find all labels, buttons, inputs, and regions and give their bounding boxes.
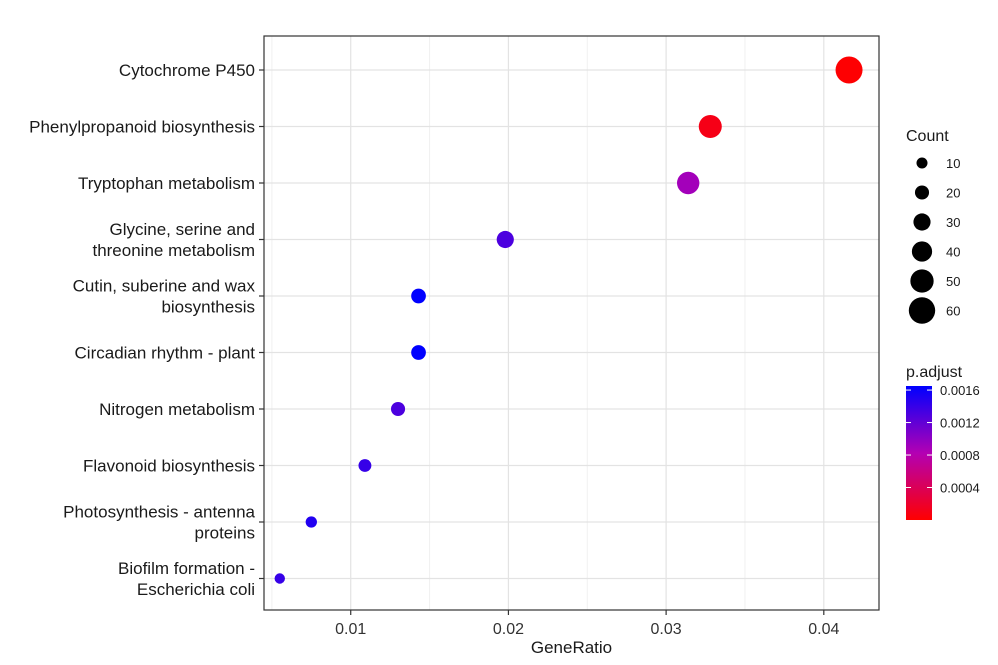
y-tick-label: threonine metabolism bbox=[92, 241, 255, 260]
data-point bbox=[358, 459, 372, 472]
y-tick-label: Flavonoid biosynthesis bbox=[83, 457, 255, 476]
size-legend-key bbox=[910, 269, 934, 293]
y-tick-label: Nitrogen metabolism bbox=[99, 400, 255, 419]
data-point bbox=[835, 56, 863, 84]
size-legend-key bbox=[914, 185, 930, 200]
y-tick-label: Glycine, serine and bbox=[109, 220, 255, 239]
color-legend-title: p.adjust bbox=[906, 364, 963, 381]
size-legend: 10 20 30 40 50 60 bbox=[908, 156, 960, 324]
size-legend-label: 20 bbox=[946, 186, 960, 201]
y-tick-label: Phenylpropanoid biosynthesis bbox=[29, 118, 255, 137]
color-legend-label: 0.0008 bbox=[940, 448, 980, 463]
data-point bbox=[390, 401, 406, 417]
data-point bbox=[274, 573, 285, 584]
size-legend-title: Count bbox=[906, 128, 949, 145]
panel-background bbox=[264, 36, 879, 610]
y-tick-label: Circadian rhythm - plant bbox=[75, 344, 256, 363]
y-tick-label: Tryptophan metabolism bbox=[78, 174, 255, 193]
size-legend-label: 50 bbox=[946, 274, 960, 289]
data-point bbox=[411, 288, 426, 304]
x-axis-title: GeneRatio bbox=[531, 638, 612, 657]
color-legend-bar bbox=[906, 386, 932, 520]
y-tick-label: Biofilm formation - bbox=[118, 559, 255, 578]
data-point bbox=[698, 114, 722, 139]
y-tick-label: Cutin, suberine and wax bbox=[73, 277, 256, 296]
y-tick-label: Photosynthesis - antenna bbox=[63, 503, 255, 522]
size-legend-label: 30 bbox=[946, 215, 960, 230]
size-legend-key bbox=[916, 157, 928, 169]
y-tick-label: biosynthesis bbox=[161, 298, 255, 317]
size-legend-label: 60 bbox=[946, 304, 960, 319]
x-tick-label: 0.04 bbox=[808, 621, 839, 638]
color-legend-ticks: 0.0016 0.0012 0.0008 0.0004 bbox=[906, 383, 980, 496]
y-tick-label: Cytochrome P450 bbox=[119, 61, 255, 80]
size-legend-label: 40 bbox=[946, 245, 960, 260]
y-axis: Cytochrome P450 Phenylpropanoid biosynthe… bbox=[29, 61, 264, 599]
size-legend-key bbox=[908, 297, 936, 324]
size-legend-key bbox=[913, 213, 931, 231]
data-point bbox=[676, 171, 700, 195]
data-point bbox=[496, 230, 514, 249]
x-tick-label: 0.03 bbox=[651, 621, 682, 638]
major-grid bbox=[264, 36, 879, 610]
data-point bbox=[411, 345, 426, 360]
x-tick-label: 0.01 bbox=[335, 621, 366, 638]
x-axis: 0.01 0.02 0.03 0.04 bbox=[335, 610, 839, 638]
color-legend-label: 0.0016 bbox=[940, 383, 980, 398]
y-tick-label: Escherichia coli bbox=[137, 580, 255, 599]
size-legend-label: 10 bbox=[946, 156, 960, 171]
color-legend-label: 0.0012 bbox=[940, 416, 980, 431]
data-points bbox=[274, 56, 863, 584]
panel-border bbox=[263, 35, 880, 611]
data-point bbox=[305, 516, 317, 528]
minor-grid bbox=[271, 36, 746, 610]
color-legend-label: 0.0004 bbox=[940, 481, 980, 496]
y-tick-label: proteins bbox=[195, 524, 255, 543]
x-tick-label: 0.02 bbox=[493, 621, 524, 638]
size-legend-key bbox=[911, 241, 933, 262]
